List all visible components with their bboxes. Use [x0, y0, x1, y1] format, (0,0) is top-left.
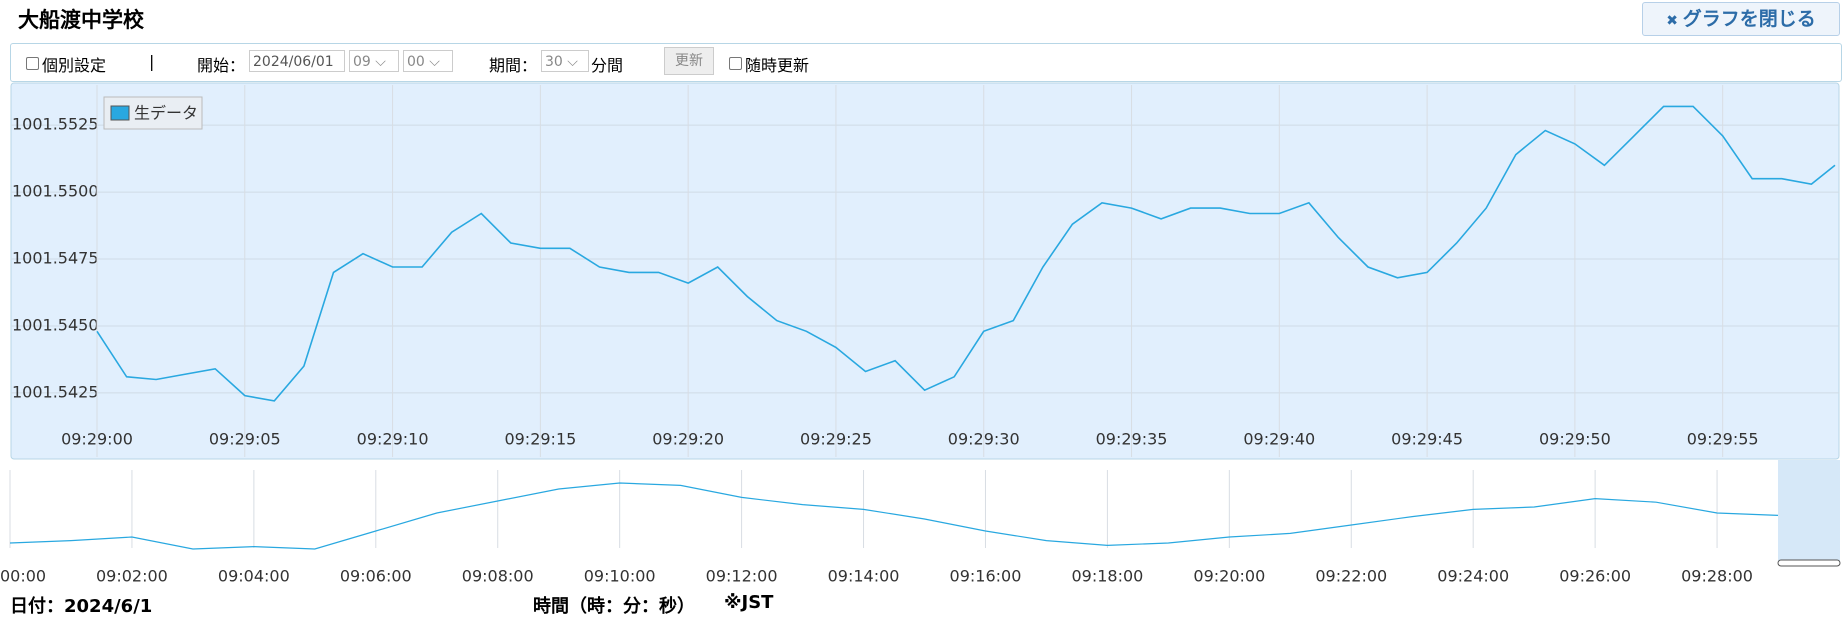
x-tick-label: 09:14:00	[828, 567, 900, 586]
x-tick-label: 09:12:00	[706, 567, 778, 586]
label: 随時更新	[745, 56, 810, 75]
scrollbar[interactable]	[1777, 559, 1841, 567]
data-line	[9, 482, 1779, 550]
legend-swatch	[110, 105, 130, 121]
x-tick-label: 09:29:20	[652, 430, 724, 449]
y-tick-label: 1001.5525	[12, 115, 99, 134]
axis-title: 時間（時：分：秒）	[533, 596, 695, 617]
value: 09	[353, 54, 371, 70]
label: 期間：	[489, 56, 538, 75]
toolbar: 個別設定 | 開始： 2024/06/01 09 ⌵ 00 ⌵ 期間： 30 ⌵…	[10, 43, 1842, 82]
navigator-window	[1778, 460, 1840, 564]
x-tick-label: 09:04:00	[218, 567, 290, 586]
x-tick-label: 09:24:00	[1437, 567, 1509, 586]
value: 00	[407, 54, 425, 70]
separator: |	[149, 52, 155, 71]
close-button[interactable]: ✖ グラフを閉じる	[1642, 2, 1840, 36]
x-tick-label: 09:29:25	[800, 430, 872, 449]
x-tick-label: 09:28:00	[1681, 567, 1753, 586]
data-line	[96, 105, 1836, 402]
x-tick-label: 09:02:00	[96, 567, 168, 586]
x-tick-label: 09:29:15	[504, 430, 576, 449]
date: 日付：2024/6/1	[10, 596, 153, 617]
y-tick-label: 1001.5500	[12, 182, 99, 201]
x-tick-label: 09:20:00	[1193, 567, 1265, 586]
x-tick-label: 09:29:05	[209, 430, 281, 449]
label: 分間	[591, 56, 624, 75]
x-tick-label: 00:00	[0, 567, 46, 586]
x-tick-label: 09:29:45	[1391, 430, 1463, 449]
legend-label: 生データ	[134, 104, 198, 123]
x-tick-label: 09:29:55	[1687, 430, 1759, 449]
date-input[interactable]: 2024/06/01	[249, 50, 345, 72]
x-tick-label: 09:16:00	[950, 567, 1022, 586]
checkbox[interactable]: 随時更新	[729, 52, 809, 76]
x-tick-label: 09:29:40	[1243, 430, 1315, 449]
plot-background	[10, 82, 1840, 460]
x-tick-label: 09:10:00	[584, 567, 656, 586]
y-tick-label: 1001.5425	[12, 382, 99, 401]
hour-select[interactable]: 09 ⌵	[349, 50, 399, 72]
x-tick-label: 09:08:00	[462, 567, 534, 586]
timezone: ※JST	[724, 592, 774, 613]
update-button[interactable]: 更新	[664, 47, 714, 75]
label: 開始：	[197, 56, 246, 75]
period-select[interactable]: 30 ⌵	[541, 50, 589, 72]
minute-select[interactable]: 00 ⌵	[403, 50, 453, 72]
x-tick-label: 09:18:00	[1071, 567, 1143, 586]
checkbox[interactable]: 個別設定	[26, 52, 106, 76]
close-label: グラフを閉じる	[1682, 8, 1816, 30]
x-tick-label: 09:06:00	[340, 567, 412, 586]
x-tick-label: 09:29:10	[357, 430, 429, 449]
x-tick-label: 09:29:35	[1096, 430, 1168, 449]
value: 30	[545, 54, 563, 70]
y-tick-label: 1001.5475	[12, 249, 99, 268]
x-tick-label: 09:29:50	[1539, 430, 1611, 449]
x-tick-label: 09:22:00	[1315, 567, 1387, 586]
title: 大船渡中学校	[18, 8, 144, 32]
x-tick-label: 09:29:30	[948, 430, 1020, 449]
x-tick-label: 09:26:00	[1559, 567, 1631, 586]
label: 個別設定	[42, 56, 107, 75]
x-tick-label: 09:29:00	[61, 430, 133, 449]
y-tick-label: 1001.5450	[12, 315, 99, 334]
